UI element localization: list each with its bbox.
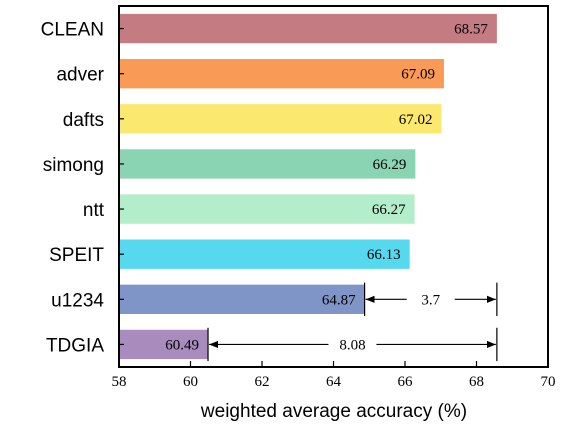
bar-simong bbox=[119, 149, 416, 179]
bar-clean bbox=[119, 13, 497, 44]
bar-ntt bbox=[119, 194, 415, 224]
value-label-ntt: 66.27 bbox=[372, 202, 406, 218]
annotation-label-tdgia: 8.08 bbox=[339, 337, 365, 353]
bar-tdgia bbox=[119, 329, 209, 360]
value-label-clean: 68.57 bbox=[454, 22, 488, 38]
x-tick-label-58: 58 bbox=[112, 374, 127, 390]
x-axis-title: weighted average accuracy (%) bbox=[200, 401, 467, 422]
x-tick-label-60: 60 bbox=[183, 374, 198, 390]
category-label-tdgia: TDGIA bbox=[46, 335, 104, 356]
value-label-u1234: 64.87 bbox=[322, 292, 356, 308]
x-tick-label-68: 68 bbox=[469, 374, 484, 390]
category-label-adver: adver bbox=[56, 65, 104, 86]
category-label-u1234: u1234 bbox=[51, 290, 104, 311]
bar-speit bbox=[119, 239, 410, 269]
category-label-simong: simong bbox=[43, 155, 104, 176]
annotation-layer: 3.7 8.08 bbox=[207, 282, 498, 362]
x-tick-label-64: 64 bbox=[326, 374, 342, 390]
value-label-speit: 66.13 bbox=[367, 247, 401, 263]
value-label-dafts: 67.02 bbox=[399, 112, 433, 128]
bar-u1234 bbox=[119, 284, 365, 314]
value-label-tdgia: 60.49 bbox=[165, 337, 199, 353]
category-label-speit: SPEIT bbox=[49, 245, 104, 266]
bar-adver bbox=[119, 59, 444, 89]
value-label-simong: 66.29 bbox=[373, 157, 407, 173]
annotation-label-u1234: 3.7 bbox=[421, 292, 440, 308]
bars-layer: 68.57 67.09 67.02 66.29 66.27 66.13 64.87 60.49 bbox=[119, 13, 497, 360]
category-label-dafts: dafts bbox=[63, 110, 104, 131]
bar-dafts bbox=[119, 104, 442, 134]
value-label-adver: 67.09 bbox=[401, 67, 435, 83]
x-tick-label-70: 70 bbox=[541, 374, 556, 390]
category-label-ntt: ntt bbox=[83, 200, 105, 221]
axis-layer: CLEAN adver dafts simong ntt SPEIT u1234 TDGIA 5… bbox=[41, 5, 556, 390]
category-label-clean: CLEAN bbox=[41, 20, 104, 41]
x-tick-label-66: 66 bbox=[398, 374, 414, 390]
x-tick-label-62: 62 bbox=[255, 374, 270, 390]
